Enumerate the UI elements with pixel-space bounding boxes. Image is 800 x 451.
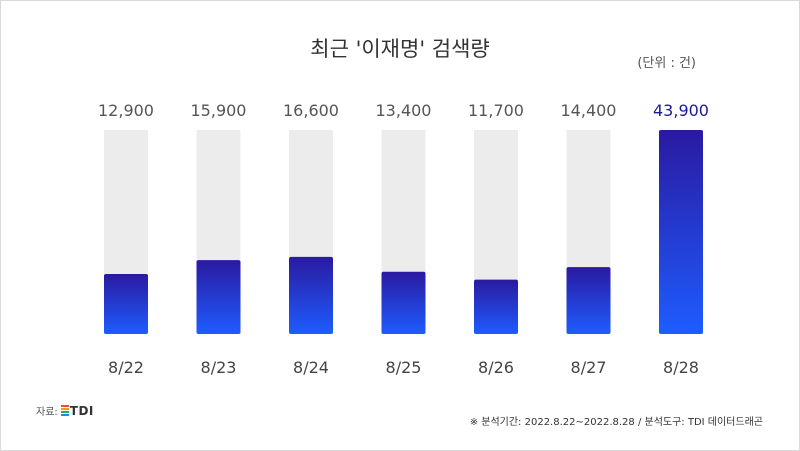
value-label: 12,900 (98, 101, 154, 120)
bar-8-27 (566, 267, 611, 334)
category-label: 8/22 (108, 358, 144, 377)
bar-8-25 (381, 271, 426, 334)
bar-8-24 (289, 256, 333, 334)
footnote: ※ 분석기간: 2022.8.22~2022.8.28 / 분석도구: TDI … (469, 417, 763, 428)
logo-stripe (60, 408, 69, 410)
value-label: 13,400 (376, 101, 432, 120)
category-label: 8/25 (386, 358, 422, 377)
bars-group: 12,900 8/22 15,900 8/23 16,600 8/24 13,400 8/25… (98, 101, 709, 377)
bar-8-22 (104, 274, 148, 334)
category-label: 8/23 (201, 358, 237, 377)
category-label: 8/24 (293, 358, 329, 377)
source-label: 자료: (36, 407, 58, 418)
source: 자료: TDI (36, 403, 94, 419)
value-label: 15,900 (191, 101, 247, 120)
chart-title: 최근 '이재명' 검색량 (310, 37, 490, 61)
bar-8-23 (196, 260, 241, 334)
logo-stripe (60, 411, 69, 413)
tdi-logo: TDI (60, 403, 94, 418)
value-label: 14,400 (561, 101, 617, 120)
category-label: 8/26 (478, 358, 514, 377)
logo-stripes-icon (60, 405, 69, 416)
category-label: 8/27 (571, 358, 607, 377)
logo-stripe (60, 405, 69, 407)
value-label: 43,900 (653, 101, 709, 120)
value-label: 11,700 (468, 101, 524, 120)
unit-label: (단위 : 건) (637, 56, 696, 71)
logo-text: TDI (69, 403, 94, 418)
value-label: 16,600 (283, 101, 339, 120)
logo-stripe (60, 414, 69, 416)
bar-8-26 (474, 279, 518, 334)
category-label: 8/28 (663, 358, 699, 377)
bar-8-28 (659, 130, 703, 334)
